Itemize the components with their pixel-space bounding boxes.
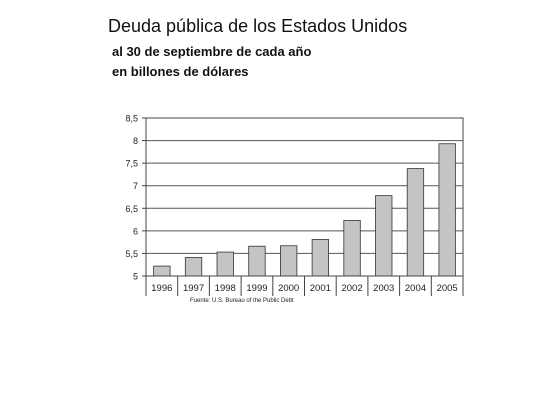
y-tick-label: 7	[133, 181, 138, 191]
bar-1996	[153, 265, 171, 277]
x-tick-label: 2005	[437, 283, 458, 294]
x-tick-label: 1998	[215, 283, 236, 294]
x-tick-label: 1996	[151, 283, 172, 294]
x-tick-label: 2002	[341, 283, 362, 294]
bar-2000	[280, 245, 298, 277]
y-tick-label: 7,5	[125, 159, 138, 169]
x-tick-label: 2003	[373, 283, 394, 294]
chart-subtitle-line-1: al 30 de septiembre de cada año	[112, 44, 312, 59]
x-tick-label: 1997	[183, 283, 204, 294]
y-tick-label: 6,5	[125, 204, 138, 214]
y-tick-label: 5	[133, 272, 138, 282]
bar-series	[153, 143, 456, 277]
y-tick-label: 8	[133, 136, 138, 146]
bar-2004	[406, 168, 425, 277]
x-axis-ticks: 1996 1997 1998 1999 2000 2001 2002 2003 2004 2005	[145, 276, 464, 296]
source-note: Fuente: U.S. Bureau of the Public Debt	[190, 298, 294, 304]
y-tick-label: 6	[133, 226, 138, 236]
bar-1998	[216, 251, 234, 277]
chart-title: Deuda pública de los Estados Unidos	[108, 16, 408, 36]
bar-2005	[438, 143, 456, 277]
bar-2002	[343, 220, 361, 277]
bar-2001	[311, 239, 329, 277]
x-tick-label: 2000	[278, 283, 299, 294]
y-tick-label: 8,5	[125, 114, 138, 124]
y-axis-ticks: 5 5,5 6 6,5 7 7,5 8 8,5	[125, 114, 146, 282]
x-tick-label: 2001	[310, 283, 331, 294]
plot-frame	[145, 117, 464, 277]
x-tick-label: 1999	[246, 283, 267, 294]
bar-1999	[248, 245, 266, 277]
chart-subtitle-line-2: en billones de dólares	[112, 64, 249, 79]
bar-2003	[375, 195, 393, 277]
y-tick-label: 5,5	[125, 249, 138, 259]
x-tick-label: 2004	[405, 283, 426, 294]
bar-1997	[184, 257, 203, 277]
